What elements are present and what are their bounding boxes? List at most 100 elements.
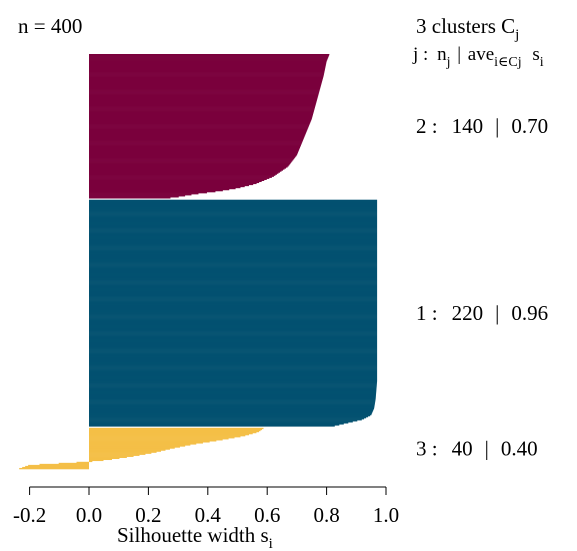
- silhouette-bar: [89, 412, 372, 415]
- silhouette-bar: [89, 354, 378, 356]
- silhouette-bar: [89, 359, 378, 361]
- silhouette-bar: [89, 149, 299, 152]
- cluster-3-label: 3 : 40 | 0.40: [416, 436, 538, 460]
- silhouette-bar: [89, 270, 378, 273]
- silhouette-bar: [89, 129, 308, 131]
- silhouette-bar: [89, 89, 320, 91]
- silhouette-bar: [89, 154, 297, 157]
- silhouette-bar: [89, 139, 304, 141]
- silhouette-bar: [89, 287, 378, 289]
- silhouette-bar: [89, 260, 378, 262]
- x-tick-label: -0.2: [13, 503, 46, 527]
- silhouette-bar: [89, 317, 378, 319]
- silhouette-bar: [89, 445, 186, 447]
- silhouette-bar: [89, 328, 378, 330]
- silhouette-bar: [89, 248, 378, 250]
- silhouette-bar: [89, 194, 192, 196]
- silhouette-bar: [89, 269, 378, 272]
- silhouette-bar: [89, 460, 93, 463]
- silhouette-bar: [89, 110, 314, 112]
- silhouette-bar: [89, 398, 376, 400]
- silhouette-bar: [89, 266, 378, 268]
- silhouette-bar: [89, 169, 283, 171]
- silhouette-bar: [89, 450, 162, 452]
- silhouette-bar: [39, 463, 89, 466]
- x-axis-label-text: Silhouette width s: [117, 523, 269, 547]
- silhouette-bar: [89, 366, 378, 368]
- x-axis-label: Silhouette width si: [117, 523, 273, 551]
- silhouette-bar: [89, 277, 378, 280]
- silhouette-bar: [89, 132, 307, 134]
- silhouette-bar: [89, 220, 378, 222]
- cluster-separator: |: [495, 301, 499, 325]
- silhouette-bar: [25, 465, 89, 468]
- silhouette-bar: [89, 429, 261, 432]
- silhouette-bar: [89, 333, 378, 335]
- cluster-average: 0.70: [511, 114, 548, 138]
- x-tick-label: 1.0: [373, 503, 399, 527]
- silhouette-bar: [89, 458, 113, 461]
- silhouette-bar: [89, 202, 378, 205]
- silhouette-bar: [89, 257, 378, 259]
- silhouette-bar: [89, 261, 378, 263]
- silhouette-bar: [89, 94, 319, 96]
- silhouette-bar: [89, 419, 362, 421]
- silhouette-bar: [89, 371, 378, 374]
- silhouette-bar: [89, 442, 203, 444]
- silhouette-bar: [89, 147, 300, 150]
- silhouette-bar: [89, 148, 300, 151]
- silhouette-bar: [89, 140, 303, 142]
- silhouette-bar: [89, 245, 378, 247]
- x-axis-label-sub: i: [269, 536, 273, 551]
- silhouette-bar: [89, 315, 378, 317]
- silhouette-bar: [89, 213, 378, 215]
- silhouette-bar: [89, 332, 378, 334]
- silhouette-bar: [89, 387, 377, 389]
- silhouette-bar: [89, 424, 340, 426]
- silhouette-bar: [89, 344, 378, 347]
- header-n: n: [437, 44, 447, 65]
- silhouette-bar: [89, 126, 309, 128]
- silhouette-bar: [89, 384, 377, 386]
- silhouette-bar: [89, 421, 353, 423]
- silhouette-bar: [89, 235, 378, 238]
- silhouette-bar: [89, 386, 377, 388]
- silhouette-bar: [89, 226, 378, 228]
- silhouette-bars: [19, 54, 378, 470]
- silhouette-bar: [89, 75, 324, 77]
- silhouette-bar: [89, 420, 358, 422]
- silhouette-bar: [89, 411, 373, 414]
- silhouette-bar: [89, 211, 378, 213]
- silhouette-bar: [89, 238, 378, 241]
- silhouette-bar: [89, 372, 378, 375]
- silhouette-bar: [89, 63, 327, 65]
- silhouette-bar: [89, 98, 318, 100]
- silhouette-bar: [89, 258, 378, 260]
- silhouette-bar: [89, 80, 323, 83]
- silhouette-bar: [89, 67, 326, 69]
- silhouette-bar: [89, 437, 235, 439]
- silhouette-bar: [89, 221, 378, 223]
- header-clusters: 3 clusters Cj: [416, 14, 519, 43]
- silhouette-bar: [89, 256, 378, 258]
- silhouette-bar: [89, 222, 378, 224]
- silhouette-bar: [89, 162, 291, 164]
- silhouette-bar: [89, 259, 378, 261]
- cluster-size: 220: [452, 301, 484, 325]
- silhouette-bar: [89, 246, 378, 248]
- silhouette-bar: [89, 219, 378, 221]
- header-s: s: [532, 44, 539, 65]
- silhouette-bar: [89, 252, 378, 254]
- silhouette-bar: [89, 71, 325, 73]
- silhouette-bar: [89, 143, 302, 145]
- silhouette-bar: [89, 200, 378, 203]
- silhouette-bar: [89, 131, 307, 133]
- silhouette-bar: [89, 74, 324, 76]
- x-tick-label: 0.2: [135, 503, 161, 527]
- silhouette-bar: [89, 146, 301, 149]
- silhouette-bar: [89, 182, 257, 185]
- silhouette-bar: [89, 318, 378, 320]
- silhouette-bar: [89, 302, 378, 305]
- silhouette-bar: [89, 187, 236, 190]
- silhouette-bar: [89, 285, 378, 287]
